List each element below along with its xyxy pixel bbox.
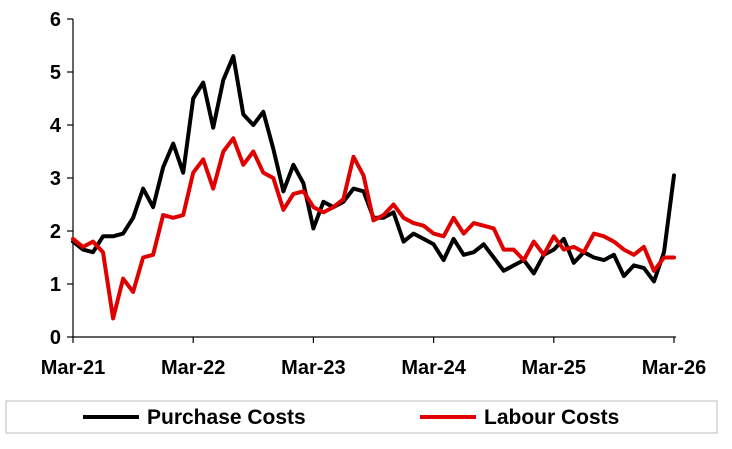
series-lines: [71, 54, 676, 321]
y-tick-label: 0: [50, 327, 61, 349]
x-tick-label: Mar-25: [522, 357, 586, 379]
y-tick-label: 4: [50, 115, 62, 137]
x-tick-label: Mar-21: [41, 357, 105, 379]
y-axis-tick-labels: 0 1 2 3 4 5 6: [50, 9, 62, 349]
legend-box: [5, 400, 718, 434]
chart-axes: [67, 18, 676, 343]
y-tick-label: 3: [50, 168, 61, 190]
x-tick-label: Mar-24: [401, 357, 466, 379]
y-tick-label: 1: [50, 274, 61, 296]
x-tick-label: Mar-22: [161, 357, 225, 379]
x-tick-label: Mar-23: [281, 357, 345, 379]
series-line-purchase-costs: [71, 54, 676, 284]
x-axis-tick-labels: Mar-21 Mar-22 Mar-23 Mar-24 Mar-25 Mar-26: [41, 357, 706, 379]
legend-label: Purchase Costs: [147, 406, 306, 429]
x-tick-label: Mar-26: [642, 357, 706, 379]
series-line-labour-costs: [71, 136, 676, 321]
y-tick-label: 2: [50, 221, 61, 243]
legend-label: Labour Costs: [484, 406, 619, 429]
legend: Purchase Costs Labour Costs: [5, 400, 718, 434]
y-tick-label: 5: [50, 62, 61, 84]
y-tick-label: 6: [50, 9, 61, 31]
